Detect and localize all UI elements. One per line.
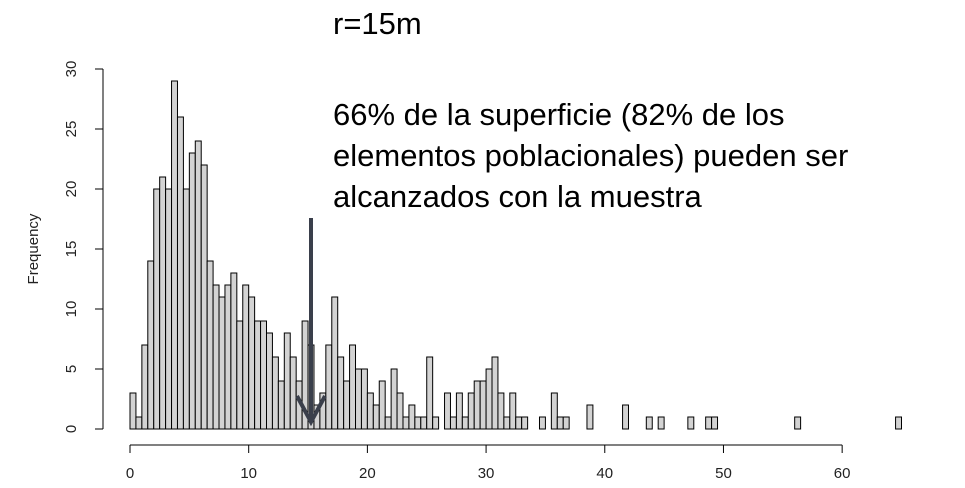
y-tick-label: 20 xyxy=(63,181,80,198)
bar xyxy=(236,320,244,430)
bar xyxy=(277,380,285,430)
bar xyxy=(343,380,351,430)
bar xyxy=(242,284,250,430)
y-tick-label: 25 xyxy=(63,121,80,138)
bar xyxy=(586,404,594,430)
x-tick-label: 50 xyxy=(715,465,732,482)
x-tick-label: 40 xyxy=(596,465,613,482)
bar xyxy=(337,356,345,430)
bar xyxy=(705,416,713,430)
bar xyxy=(372,404,380,430)
bar xyxy=(687,416,695,430)
annotation-line: 66% de la superficie (82% de los xyxy=(333,97,784,132)
bar xyxy=(408,404,416,430)
bar xyxy=(503,416,511,430)
annotation-line: elementos poblacionales) pueden ser xyxy=(333,138,848,173)
bar xyxy=(331,296,339,430)
bar xyxy=(521,416,529,430)
bar xyxy=(420,416,428,430)
bar xyxy=(230,272,238,430)
bar xyxy=(515,416,523,430)
bar xyxy=(622,404,630,430)
bar xyxy=(426,356,434,430)
arrow-head xyxy=(295,395,327,427)
bar xyxy=(194,140,202,430)
bar xyxy=(455,392,463,430)
y-tick-label: 15 xyxy=(63,241,80,258)
bar xyxy=(538,416,546,430)
bar xyxy=(432,416,440,430)
bar xyxy=(366,392,374,430)
y-tick-label: 5 xyxy=(63,365,80,373)
bar xyxy=(390,368,398,430)
bar xyxy=(129,392,137,430)
y-tick-label: 0 xyxy=(63,425,80,433)
bar xyxy=(260,320,267,430)
y-tick-label: 10 xyxy=(63,301,80,318)
x-tick-label: 10 xyxy=(240,465,257,482)
bar xyxy=(794,416,802,430)
bar xyxy=(479,380,487,430)
bar xyxy=(153,188,161,430)
chart-title: r=15m xyxy=(333,6,422,41)
bar xyxy=(325,344,333,430)
bar xyxy=(562,416,570,430)
bar xyxy=(135,416,143,430)
bar xyxy=(414,416,422,430)
bar xyxy=(497,392,505,430)
bar xyxy=(147,260,155,430)
arrow xyxy=(295,218,327,427)
x-tick-label: 30 xyxy=(478,465,495,482)
bar xyxy=(467,392,475,430)
bar xyxy=(218,296,226,430)
bar xyxy=(711,416,719,430)
y-axis-label: Frequency xyxy=(25,213,42,284)
bar xyxy=(509,392,517,430)
bar xyxy=(444,392,451,430)
bar xyxy=(556,416,564,430)
bar xyxy=(271,356,279,430)
bar xyxy=(200,164,208,430)
plot-area: 0 5 10 15 20 25 30 0 10 20 30 40 50 60 xyxy=(63,61,902,482)
bar xyxy=(289,356,297,430)
x-tick-label: 20 xyxy=(359,465,376,482)
bar xyxy=(461,416,469,430)
bar xyxy=(895,416,902,430)
bar xyxy=(188,152,196,430)
bar xyxy=(402,416,410,430)
x-tick-label: 0 xyxy=(126,465,134,482)
bar xyxy=(182,188,190,430)
bar xyxy=(283,332,291,430)
bar xyxy=(485,368,493,430)
bar xyxy=(550,392,558,430)
bar xyxy=(360,368,368,430)
y-tick-label: 30 xyxy=(63,61,80,78)
bar xyxy=(349,344,357,430)
bar xyxy=(396,392,404,430)
bar xyxy=(206,260,214,430)
bar xyxy=(355,368,362,430)
bar xyxy=(378,380,386,430)
bar xyxy=(265,332,273,430)
bar xyxy=(141,344,149,430)
bar xyxy=(248,296,256,430)
bar xyxy=(165,188,173,430)
annotation-line: alcanzados con la muestra xyxy=(333,179,703,214)
bar xyxy=(224,284,232,430)
bar xyxy=(473,380,481,430)
bar xyxy=(384,416,392,430)
bar xyxy=(657,416,665,430)
bar xyxy=(449,416,457,430)
bar xyxy=(491,356,499,430)
bar xyxy=(159,176,167,430)
bar xyxy=(176,116,184,430)
bar xyxy=(212,284,220,430)
bar xyxy=(254,320,262,430)
bar xyxy=(171,80,178,430)
bar xyxy=(645,416,653,430)
x-tick-label: 60 xyxy=(834,465,851,482)
